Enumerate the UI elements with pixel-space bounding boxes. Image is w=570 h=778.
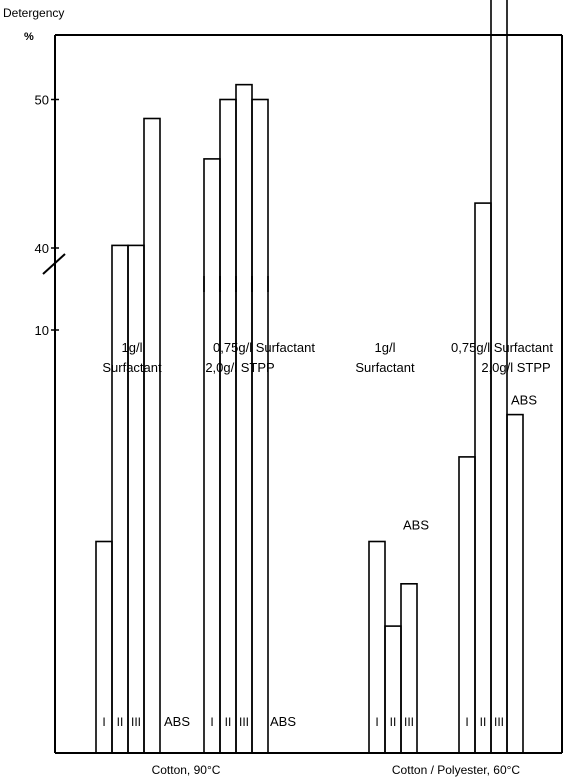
- y-tick-label: 40: [35, 241, 49, 256]
- y-axis-unit: %: [24, 31, 34, 43]
- cluster-caption-4-line1: 0,75g/l Surfactant: [451, 340, 553, 355]
- bar: [506, 413, 524, 754]
- bar-label: II: [225, 715, 232, 729]
- bar-label-bg: [206, 713, 218, 729]
- bar-label-bg: [130, 713, 142, 729]
- bars: [95, 0, 524, 754]
- axis-break-mark-upper: [42, 253, 66, 275]
- cluster-caption-3-line2: Surfactant: [355, 360, 415, 375]
- y-tick-label: 10: [35, 323, 49, 338]
- bar-label: III: [131, 715, 141, 729]
- bar-label: I: [102, 715, 105, 729]
- bar: [235, 83, 253, 754]
- bar-label-abs: ABS: [403, 518, 429, 533]
- cluster-caption-1-line1: 1g/l: [122, 340, 143, 355]
- cluster-caption-1-line2: Surfactant: [102, 360, 162, 375]
- bar-label: I: [375, 715, 378, 729]
- bar: [251, 98, 269, 754]
- bar-label-bg: [371, 713, 383, 729]
- cluster-caption-3-line1: 1g/l: [375, 340, 396, 355]
- bar: [490, 0, 508, 754]
- bar: [111, 244, 129, 754]
- bar-label: II: [390, 715, 397, 729]
- bar-label: I: [465, 715, 468, 729]
- bar-label: ABS: [270, 714, 296, 729]
- bar: [384, 625, 402, 754]
- group-label-cotton-polyester: Cotton / Polyester, 60°C: [392, 763, 521, 777]
- bar-label-bg: [222, 713, 234, 729]
- bar-label-bg: [493, 713, 505, 729]
- bar: [458, 456, 476, 754]
- bar: [219, 98, 237, 754]
- bar-label: II: [480, 715, 487, 729]
- bar-label: III: [494, 715, 504, 729]
- bar: [474, 202, 492, 754]
- cluster-caption-4-line2: 2,0g/l STPP: [481, 360, 550, 375]
- bar-label-bg: [238, 713, 250, 729]
- bar-label: II: [117, 715, 124, 729]
- bar-label-bg: [114, 713, 126, 729]
- bar: [143, 117, 161, 754]
- bar-label-bg: [387, 713, 399, 729]
- bar: [127, 244, 145, 754]
- bar-label: ABS: [164, 714, 190, 729]
- cluster-caption-2-line1: 0,75g/l Surfactant: [213, 340, 315, 355]
- bar: [400, 582, 418, 754]
- cluster-caption-2-line2: 2,0g/l STPP: [205, 360, 274, 375]
- bar: [203, 158, 221, 754]
- bar-label: III: [239, 715, 249, 729]
- bar-label-bg: [98, 713, 110, 729]
- bar-label: I: [210, 715, 213, 729]
- bar-label-bg: [403, 713, 415, 729]
- bar-label: ABS: [511, 393, 537, 408]
- y-tick-label: 50: [35, 93, 49, 108]
- y-axis-label: Detergency: [3, 6, 64, 20]
- bar-label-bg: [461, 713, 473, 729]
- bar-label: III: [404, 715, 414, 729]
- bar-label-bg: [477, 713, 489, 729]
- axes: 1020304050: [35, 34, 563, 754]
- group-label-cotton: Cotton, 90°C: [152, 763, 221, 777]
